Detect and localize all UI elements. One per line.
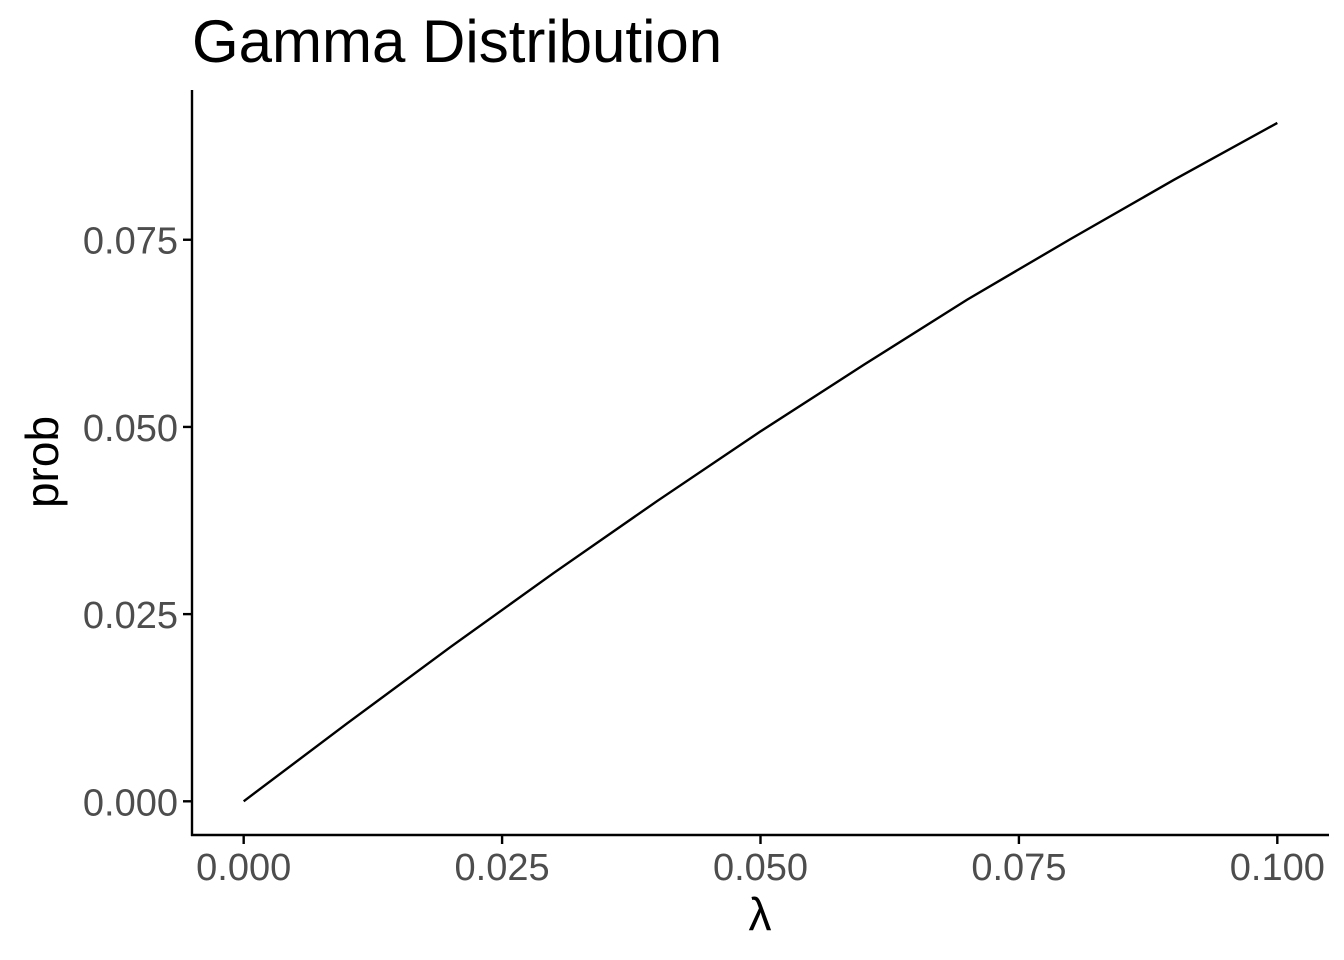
x-tick-label: 0.025 <box>455 847 550 889</box>
y-axis-ticks: 0.000 0.025 0.050 0.075 <box>83 221 192 824</box>
series-line <box>242 121 1278 803</box>
y-tick-label: 0.025 <box>83 595 178 637</box>
y-tick-label: 0.050 <box>83 408 178 450</box>
x-tick-label: 0.075 <box>971 847 1066 889</box>
series-group <box>242 121 1278 803</box>
y-tick-label: 0.000 <box>83 782 178 824</box>
chart-title: Gamma Distribution <box>192 8 722 75</box>
y-axis-title: prob <box>16 416 68 508</box>
x-tick-label: 0.050 <box>713 847 808 889</box>
x-tick-label: 0.000 <box>196 847 291 889</box>
plot-panel: 0.000 0.025 0.050 0.075 0.000 0.025 0.050 0.07… <box>83 90 1329 889</box>
x-tick-label: 0.100 <box>1230 847 1325 889</box>
x-axis-title: λ <box>749 888 772 940</box>
x-axis-ticks: 0.000 0.025 0.050 0.075 0.100 <box>196 835 1325 889</box>
y-tick-label: 0.075 <box>83 221 178 263</box>
